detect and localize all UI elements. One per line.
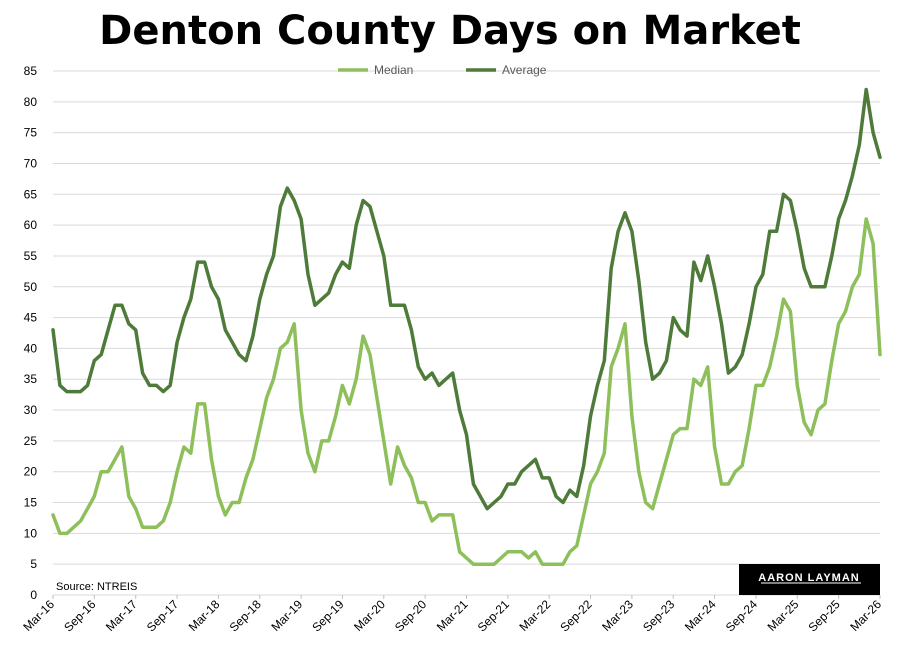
y-tick-label: 75 [24, 126, 38, 140]
y-tick-label: 85 [24, 64, 38, 78]
x-tick-label: Sep-23 [640, 597, 677, 634]
x-tick-label: Mar-16 [20, 597, 57, 634]
y-tick-label: 25 [24, 434, 38, 448]
y-tick-label: 15 [24, 496, 38, 510]
x-tick-label: Sep-25 [806, 597, 843, 634]
y-tick-label: 65 [24, 187, 38, 201]
y-tick-label: 80 [24, 95, 38, 109]
x-tick-label: Sep-18 [227, 597, 264, 634]
legend: Median Average [338, 63, 547, 77]
grid [53, 70, 880, 596]
y-tick-label: 20 [24, 465, 38, 479]
logo-text: AARON LAYMAN [758, 572, 859, 584]
x-tick-label: Mar-26 [847, 597, 884, 634]
x-tick-label: Sep-21 [475, 597, 512, 634]
y-tick-label: 30 [24, 403, 38, 417]
chart-title: Denton County Days on Market [99, 8, 801, 54]
x-tick-label: Mar-21 [434, 597, 471, 634]
x-tick-label: Mar-18 [186, 597, 223, 634]
logo: AARON LAYMAN [739, 564, 880, 595]
y-tick-label: 5 [30, 557, 37, 571]
y-tick-label: 70 [24, 156, 38, 170]
series-line-median [51, 217, 882, 566]
x-tick-label: Sep-19 [309, 597, 346, 634]
series-lines [51, 87, 882, 566]
x-tick-label: Mar-24 [682, 597, 719, 634]
x-tick-label: Mar-19 [268, 597, 305, 634]
x-tick-label: Mar-20 [351, 597, 388, 634]
x-tick-label: Sep-17 [144, 597, 181, 634]
x-tick-label: Mar-25 [765, 597, 802, 634]
source-note: Source: NTREIS [56, 581, 137, 593]
y-tick-label: 60 [24, 218, 38, 232]
x-tick-label: Sep-20 [392, 597, 429, 634]
y-tick-label: 50 [24, 280, 38, 294]
y-tick-label: 0 [30, 588, 37, 602]
x-axis-ticks: Mar-16 Sep-16 Mar-17 Sep-17 Mar-18 Sep-18 Mar-… [20, 595, 884, 634]
x-tick-label: Sep-16 [61, 597, 98, 634]
y-axis-ticks: 0 5 10 15 20 25 30 35 40 45 50 55 60 65 70 75 80 85 [24, 64, 38, 602]
legend-label-average: Average [502, 63, 547, 77]
y-tick-label: 55 [24, 249, 38, 263]
x-tick-label: Mar-17 [103, 597, 140, 634]
x-tick-label: Sep-24 [723, 597, 760, 634]
y-tick-label: 10 [24, 526, 38, 540]
series-line-average [51, 87, 882, 511]
y-tick-label: 40 [24, 341, 38, 355]
y-tick-label: 45 [24, 311, 38, 325]
x-tick-label: Mar-22 [517, 597, 554, 634]
x-tick-label: Mar-23 [599, 597, 636, 634]
x-tick-label: Sep-22 [557, 597, 594, 634]
y-tick-label: 35 [24, 372, 38, 386]
legend-label-median: Median [374, 63, 413, 77]
logo-background [739, 564, 880, 595]
